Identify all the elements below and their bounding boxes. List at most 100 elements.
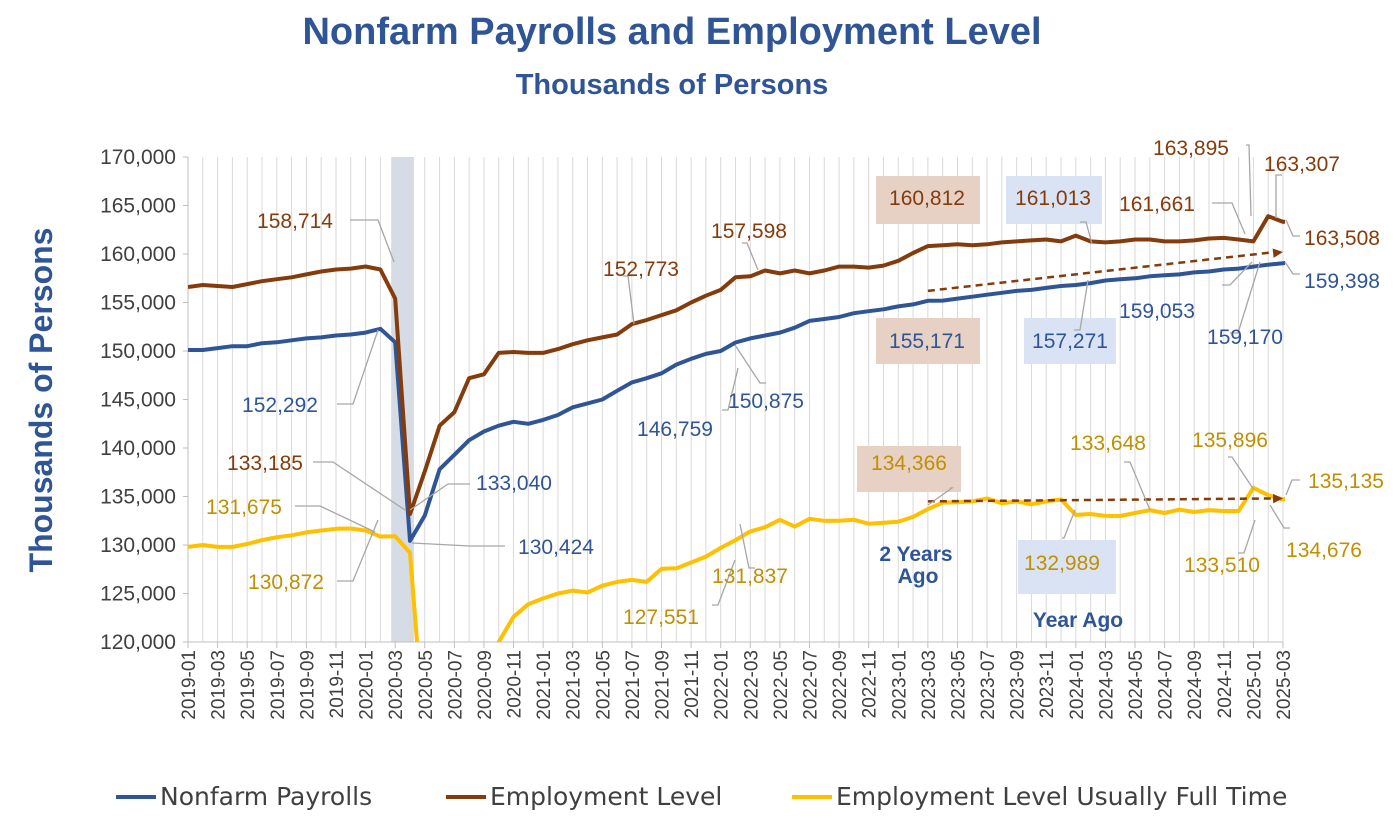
- annotation-label: 135,135: [1308, 470, 1384, 493]
- annotation-leader-line: [1238, 519, 1256, 554]
- annotation-label: 163,895: [1153, 137, 1229, 160]
- annotation-label: 158,714: [257, 210, 333, 233]
- annotation-two-years-ago-label: 2 Years: [879, 543, 952, 566]
- annotation-leader-line: [712, 559, 736, 606]
- x-tick-label: 2019-07: [268, 650, 289, 720]
- annotation-box-year-ago-payrolls: [1024, 318, 1116, 364]
- y-tick-label: 165,000: [100, 195, 176, 218]
- annotation-label: 133,040: [476, 472, 552, 495]
- trend-line: [927, 250, 1276, 293]
- y-tick-label: 130,000: [100, 534, 176, 557]
- annotation-label: 163,508: [1304, 227, 1380, 250]
- annotation-label: 134,676: [1286, 539, 1362, 562]
- annotation-box-year-ago-fulltime: [1018, 540, 1116, 594]
- annotation-label: 146,759: [637, 418, 713, 441]
- annotation-leader-line: [623, 275, 635, 325]
- annotation-label: 163,307: [1264, 153, 1340, 176]
- annotation-box-two-years-ago-fulltime: [857, 446, 961, 492]
- annotation-leader-line: [1284, 261, 1300, 275]
- annotation-label: 160,812: [889, 187, 965, 210]
- annotation-leader-line: [1269, 504, 1290, 529]
- annotation-label: 130,424: [518, 536, 594, 559]
- annotation-label: 133,648: [1070, 432, 1146, 455]
- annotation-leader-line: [350, 219, 395, 263]
- annotation-leader-line: [1212, 202, 1246, 235]
- annotation-label: 152,292: [242, 394, 318, 417]
- annotation-label: 135,896: [1192, 429, 1268, 452]
- x-tick-label: 2023-05: [948, 650, 969, 720]
- x-tick-label: 2023-03: [919, 650, 940, 720]
- annotation-label: 155,171: [889, 330, 965, 353]
- y-axis-label: Thousands of Persons: [23, 228, 59, 573]
- y-tick-label: 135,000: [100, 486, 176, 509]
- annotation-box-year-ago-employment: [1006, 176, 1102, 224]
- x-tick-label: 2021-01: [534, 650, 555, 720]
- annotation-leader-line: [734, 344, 766, 384]
- y-tick-label: 140,000: [100, 437, 176, 460]
- annotation-label: 157,598: [711, 220, 787, 243]
- x-tick-label: 2019-03: [209, 650, 230, 720]
- x-tick-label: 2020-09: [475, 650, 496, 720]
- annotation-label: 131,675: [206, 496, 282, 519]
- x-tick-label: 2021-07: [623, 650, 644, 720]
- annotation-leader-line: [1285, 479, 1300, 496]
- annotation-label: 130,872: [248, 571, 324, 594]
- annotation-box-two-years-ago-payrolls: [876, 318, 980, 364]
- annotation-leader-line: [742, 242, 759, 271]
- annotation-label: 150,875: [728, 390, 804, 413]
- annotation-label: 133,510: [1184, 554, 1260, 577]
- annotation-label: 159,170: [1207, 326, 1283, 349]
- x-tick-label: 2024-05: [1126, 650, 1147, 720]
- annotation-label: 159,053: [1119, 300, 1195, 323]
- annotation-leader-line: [1228, 456, 1255, 491]
- trend-line: [927, 497, 1276, 503]
- annotation-leader-line: [1246, 144, 1252, 217]
- annotation-label: 152,773: [603, 258, 679, 281]
- x-tick-label: 2023-07: [978, 650, 999, 720]
- y-tick-label: 120,000: [100, 631, 176, 654]
- x-tick-label: 2023-01: [889, 650, 910, 720]
- x-tick-label: 2023-11: [1037, 650, 1058, 718]
- y-tick-label: 155,000: [100, 292, 176, 315]
- x-tick-label: 2020-07: [445, 650, 466, 720]
- annotation-label: 132,989: [1024, 552, 1100, 575]
- x-tick-label: 2021-11: [682, 650, 703, 718]
- plot-area: 120,000 125,000 130,000 135,000 140,000 145,0…: [100, 137, 1384, 720]
- chart-subtitle: Thousands of Persons: [516, 69, 829, 101]
- y-tick-label: 150,000: [100, 340, 176, 363]
- annotation-leader-line: [1080, 221, 1093, 245]
- x-tick-label: 2022-03: [741, 650, 762, 720]
- trend-arrowhead: [1273, 493, 1283, 504]
- x-tick-label: 2024-11: [1215, 650, 1236, 718]
- series-line-employment: [188, 214, 1285, 517]
- annotation-label: 131,837: [712, 565, 788, 588]
- x-tick-label: 2022-09: [830, 650, 851, 720]
- annotation-label: 159,398: [1304, 270, 1380, 293]
- annotation-leader-line: [1124, 461, 1151, 511]
- annotation-label: 134,366: [871, 452, 947, 475]
- trend-arrowhead: [1272, 248, 1283, 258]
- x-tick-label: 2024-01: [1067, 650, 1088, 720]
- x-tick-label: 2020-11: [505, 650, 526, 718]
- annotation-box-two-years-ago-employment: [876, 176, 980, 224]
- x-tick-label: 2019-11: [327, 650, 348, 718]
- x-tick-label: 2020-05: [416, 650, 437, 720]
- y-tick-label: 145,000: [100, 389, 176, 412]
- x-tick-label: 2024-09: [1185, 650, 1206, 720]
- annotation-leader-line: [927, 487, 955, 506]
- annotation-leader-line: [1222, 261, 1253, 286]
- x-tick-label: 2021-09: [653, 650, 674, 720]
- annotation-leader-line: [739, 523, 755, 569]
- x-tick-label: 2024-03: [1096, 650, 1117, 720]
- annotation-leader-line: [337, 329, 379, 405]
- annotation-leader-line: [337, 519, 379, 582]
- annotation-leader-line: [722, 367, 739, 411]
- legend-label-fulltime: Employment Level Usually Full Time: [836, 782, 1287, 811]
- annotation-leader-line: [295, 505, 376, 533]
- y-tick-label: 125,000: [100, 583, 176, 606]
- series-line-nonfarm: [188, 261, 1285, 543]
- x-tick-label: 2020-01: [357, 650, 378, 720]
- x-tick-label: 2021-05: [593, 650, 614, 720]
- annotation-leader-line: [1285, 219, 1300, 237]
- annotation-label: 161,661: [1119, 193, 1195, 216]
